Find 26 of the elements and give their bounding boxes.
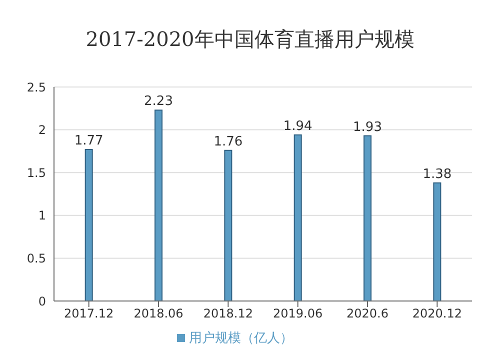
data-label: 1.76 xyxy=(214,134,243,150)
bar xyxy=(294,134,302,301)
bar xyxy=(154,110,163,301)
y-tick-label: 2 xyxy=(38,123,46,138)
bar xyxy=(364,135,372,301)
y-tick-label: 0 xyxy=(38,294,46,308)
x-tick-label: 2020.12 xyxy=(412,306,462,321)
x-tick-label: 2019.06 xyxy=(273,306,323,321)
y-tick-label: 2.5 xyxy=(26,80,46,94)
bar xyxy=(84,148,93,301)
y-tick-label: 1.5 xyxy=(26,166,46,180)
bar xyxy=(433,182,442,301)
bar xyxy=(224,150,232,301)
y-tick-label: 1 xyxy=(38,208,46,223)
data-label: 1.38 xyxy=(422,166,452,182)
chart-title: 2017-2020年中国体育直播用户规模 xyxy=(84,26,416,53)
x-tick-label: 2018.06 xyxy=(134,306,184,321)
data-label: 1.94 xyxy=(283,118,312,134)
data-label: 1.77 xyxy=(74,133,104,148)
data-label: 1.93 xyxy=(353,120,382,135)
x-tick-label: 2018.12 xyxy=(203,306,253,321)
y-tick-label: 0.5 xyxy=(26,251,46,266)
legend-label: 用户规模（亿人） xyxy=(189,331,293,346)
x-tick-label: 2017.12 xyxy=(64,306,114,321)
x-tick-label: 2020.6 xyxy=(346,306,388,321)
data-label: 2.23 xyxy=(144,94,173,110)
